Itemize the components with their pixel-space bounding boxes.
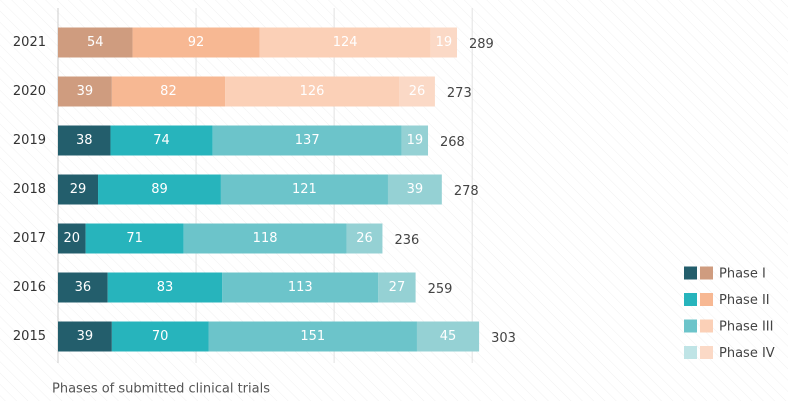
value-label: 27 bbox=[389, 280, 406, 295]
value-label: 124 bbox=[333, 35, 358, 50]
value-label: 137 bbox=[295, 133, 320, 148]
value-label: 39 bbox=[407, 182, 424, 197]
y-tick-label: 2018 bbox=[13, 182, 46, 197]
bar-segment bbox=[378, 272, 416, 303]
bar-segment bbox=[132, 27, 260, 58]
value-label: 89 bbox=[151, 182, 168, 197]
bar-segment bbox=[58, 223, 86, 254]
bar-segment bbox=[110, 125, 213, 156]
bar-segment bbox=[111, 76, 226, 107]
value-label: 19 bbox=[407, 133, 424, 148]
bar-segment bbox=[225, 76, 400, 107]
legend-label: Phase II bbox=[719, 293, 770, 308]
bar-segment bbox=[58, 27, 133, 58]
bar-segment bbox=[430, 27, 458, 58]
value-label: 82 bbox=[160, 84, 177, 99]
y-tick-label: 2015 bbox=[13, 329, 46, 344]
value-label: 29 bbox=[70, 182, 87, 197]
bar-segment bbox=[111, 321, 209, 352]
legend-swatch bbox=[684, 293, 697, 306]
value-label: 19 bbox=[436, 35, 453, 50]
value-label: 74 bbox=[153, 133, 170, 148]
value-label: 126 bbox=[300, 84, 325, 99]
legend-swatch bbox=[684, 319, 697, 333]
bar-segment bbox=[220, 174, 388, 205]
total-label: 289 bbox=[469, 37, 494, 52]
value-label: 113 bbox=[288, 280, 313, 295]
bar-segment bbox=[259, 27, 431, 58]
total-label: 278 bbox=[454, 184, 479, 199]
legend-swatch bbox=[700, 266, 713, 280]
bar-segment bbox=[58, 76, 112, 107]
legend-label: Phase III bbox=[719, 320, 773, 335]
value-label: 26 bbox=[409, 84, 426, 99]
total-label: 303 bbox=[491, 331, 516, 346]
value-label: 38 bbox=[76, 133, 93, 148]
legend-swatch bbox=[700, 346, 713, 359]
total-label: 268 bbox=[440, 135, 465, 150]
chart-title: Phases of submitted clinical trials bbox=[52, 382, 270, 397]
bar-segment bbox=[387, 174, 442, 205]
value-label: 118 bbox=[253, 231, 278, 246]
value-label: 45 bbox=[440, 329, 457, 344]
value-label: 83 bbox=[157, 280, 174, 295]
bar-segment bbox=[58, 321, 112, 352]
value-label: 39 bbox=[77, 329, 94, 344]
y-tick-label: 2016 bbox=[13, 280, 46, 295]
legend-label: Phase IV bbox=[719, 346, 775, 361]
value-label: 121 bbox=[292, 182, 317, 197]
legend-swatch bbox=[684, 266, 697, 280]
legend-swatch bbox=[684, 346, 697, 359]
total-label: 236 bbox=[394, 233, 419, 248]
bar-segment bbox=[107, 272, 223, 303]
bar-segment bbox=[58, 272, 108, 303]
value-label: 151 bbox=[300, 329, 325, 344]
bar-segment bbox=[416, 321, 480, 352]
value-label: 20 bbox=[64, 231, 81, 246]
total-label: 273 bbox=[447, 86, 472, 101]
bar-segment bbox=[399, 76, 435, 107]
value-label: 26 bbox=[356, 231, 373, 246]
legend-label: Phase I bbox=[719, 267, 766, 282]
bar-segment bbox=[85, 223, 184, 254]
value-label: 39 bbox=[77, 84, 94, 99]
total-label: 259 bbox=[428, 282, 453, 297]
bar-segment bbox=[401, 125, 429, 156]
bar-segment bbox=[208, 321, 417, 352]
value-label: 92 bbox=[188, 35, 205, 50]
value-label: 71 bbox=[126, 231, 143, 246]
value-label: 36 bbox=[75, 280, 92, 295]
y-tick-label: 2021 bbox=[13, 35, 46, 50]
y-tick-label: 2019 bbox=[13, 133, 46, 148]
value-label: 54 bbox=[87, 35, 104, 50]
value-label: 70 bbox=[152, 329, 169, 344]
bar-segment bbox=[346, 223, 383, 254]
y-tick-label: 2017 bbox=[13, 231, 46, 246]
bar-segment bbox=[222, 272, 379, 303]
y-tick-label: 2020 bbox=[13, 84, 46, 99]
bar-segment bbox=[212, 125, 402, 156]
bar-segment bbox=[98, 174, 221, 205]
legend-swatch bbox=[700, 293, 713, 306]
legend-swatch bbox=[700, 319, 713, 333]
bar-segment bbox=[183, 223, 347, 254]
bar-segment bbox=[58, 174, 99, 205]
bar-segment bbox=[58, 125, 111, 156]
